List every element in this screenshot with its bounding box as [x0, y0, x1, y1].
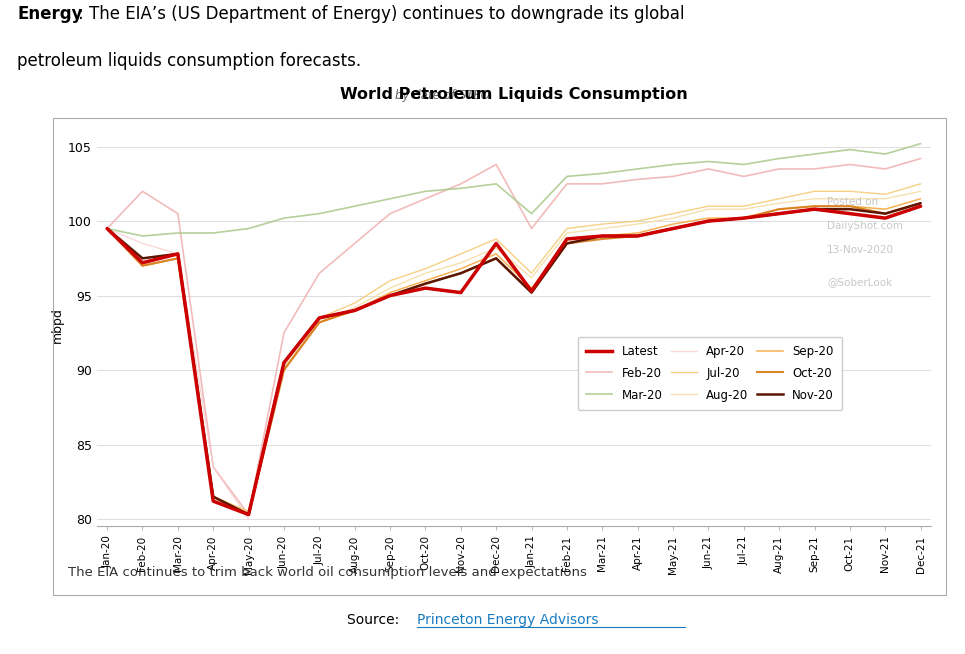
Text: DailyShot.com: DailyShot.com [827, 221, 903, 231]
Text: Posted on: Posted on [827, 197, 878, 207]
Text: Princeton Energy Advisors: Princeton Energy Advisors [417, 613, 598, 627]
Title: World Petroleum Liquids Consumption: World Petroleum Liquids Consumption [340, 87, 688, 102]
Legend: Latest, Feb-20, Mar-20, Apr-20, Jul-20, Aug-20, Sep-20, Oct-20, Nov-20: Latest, Feb-20, Mar-20, Apr-20, Jul-20, … [578, 337, 842, 410]
Text: : The EIA’s (US Department of Energy) continues to downgrade its global: : The EIA’s (US Department of Energy) co… [78, 5, 684, 24]
Text: Source:: Source: [347, 613, 404, 627]
Text: petroleum liquids consumption forecasts.: petroleum liquids consumption forecasts. [17, 52, 361, 70]
Text: @SoberLook: @SoberLook [827, 277, 892, 287]
Text: Energy: Energy [17, 5, 83, 24]
Y-axis label: mbpd: mbpd [50, 307, 64, 343]
Text: by date of STEO: by date of STEO [396, 89, 490, 102]
Text: The EIA continues to trim back world oil consumption levels and expectations: The EIA continues to trim back world oil… [68, 566, 587, 579]
Text: 13-Nov-2020: 13-Nov-2020 [827, 245, 894, 255]
